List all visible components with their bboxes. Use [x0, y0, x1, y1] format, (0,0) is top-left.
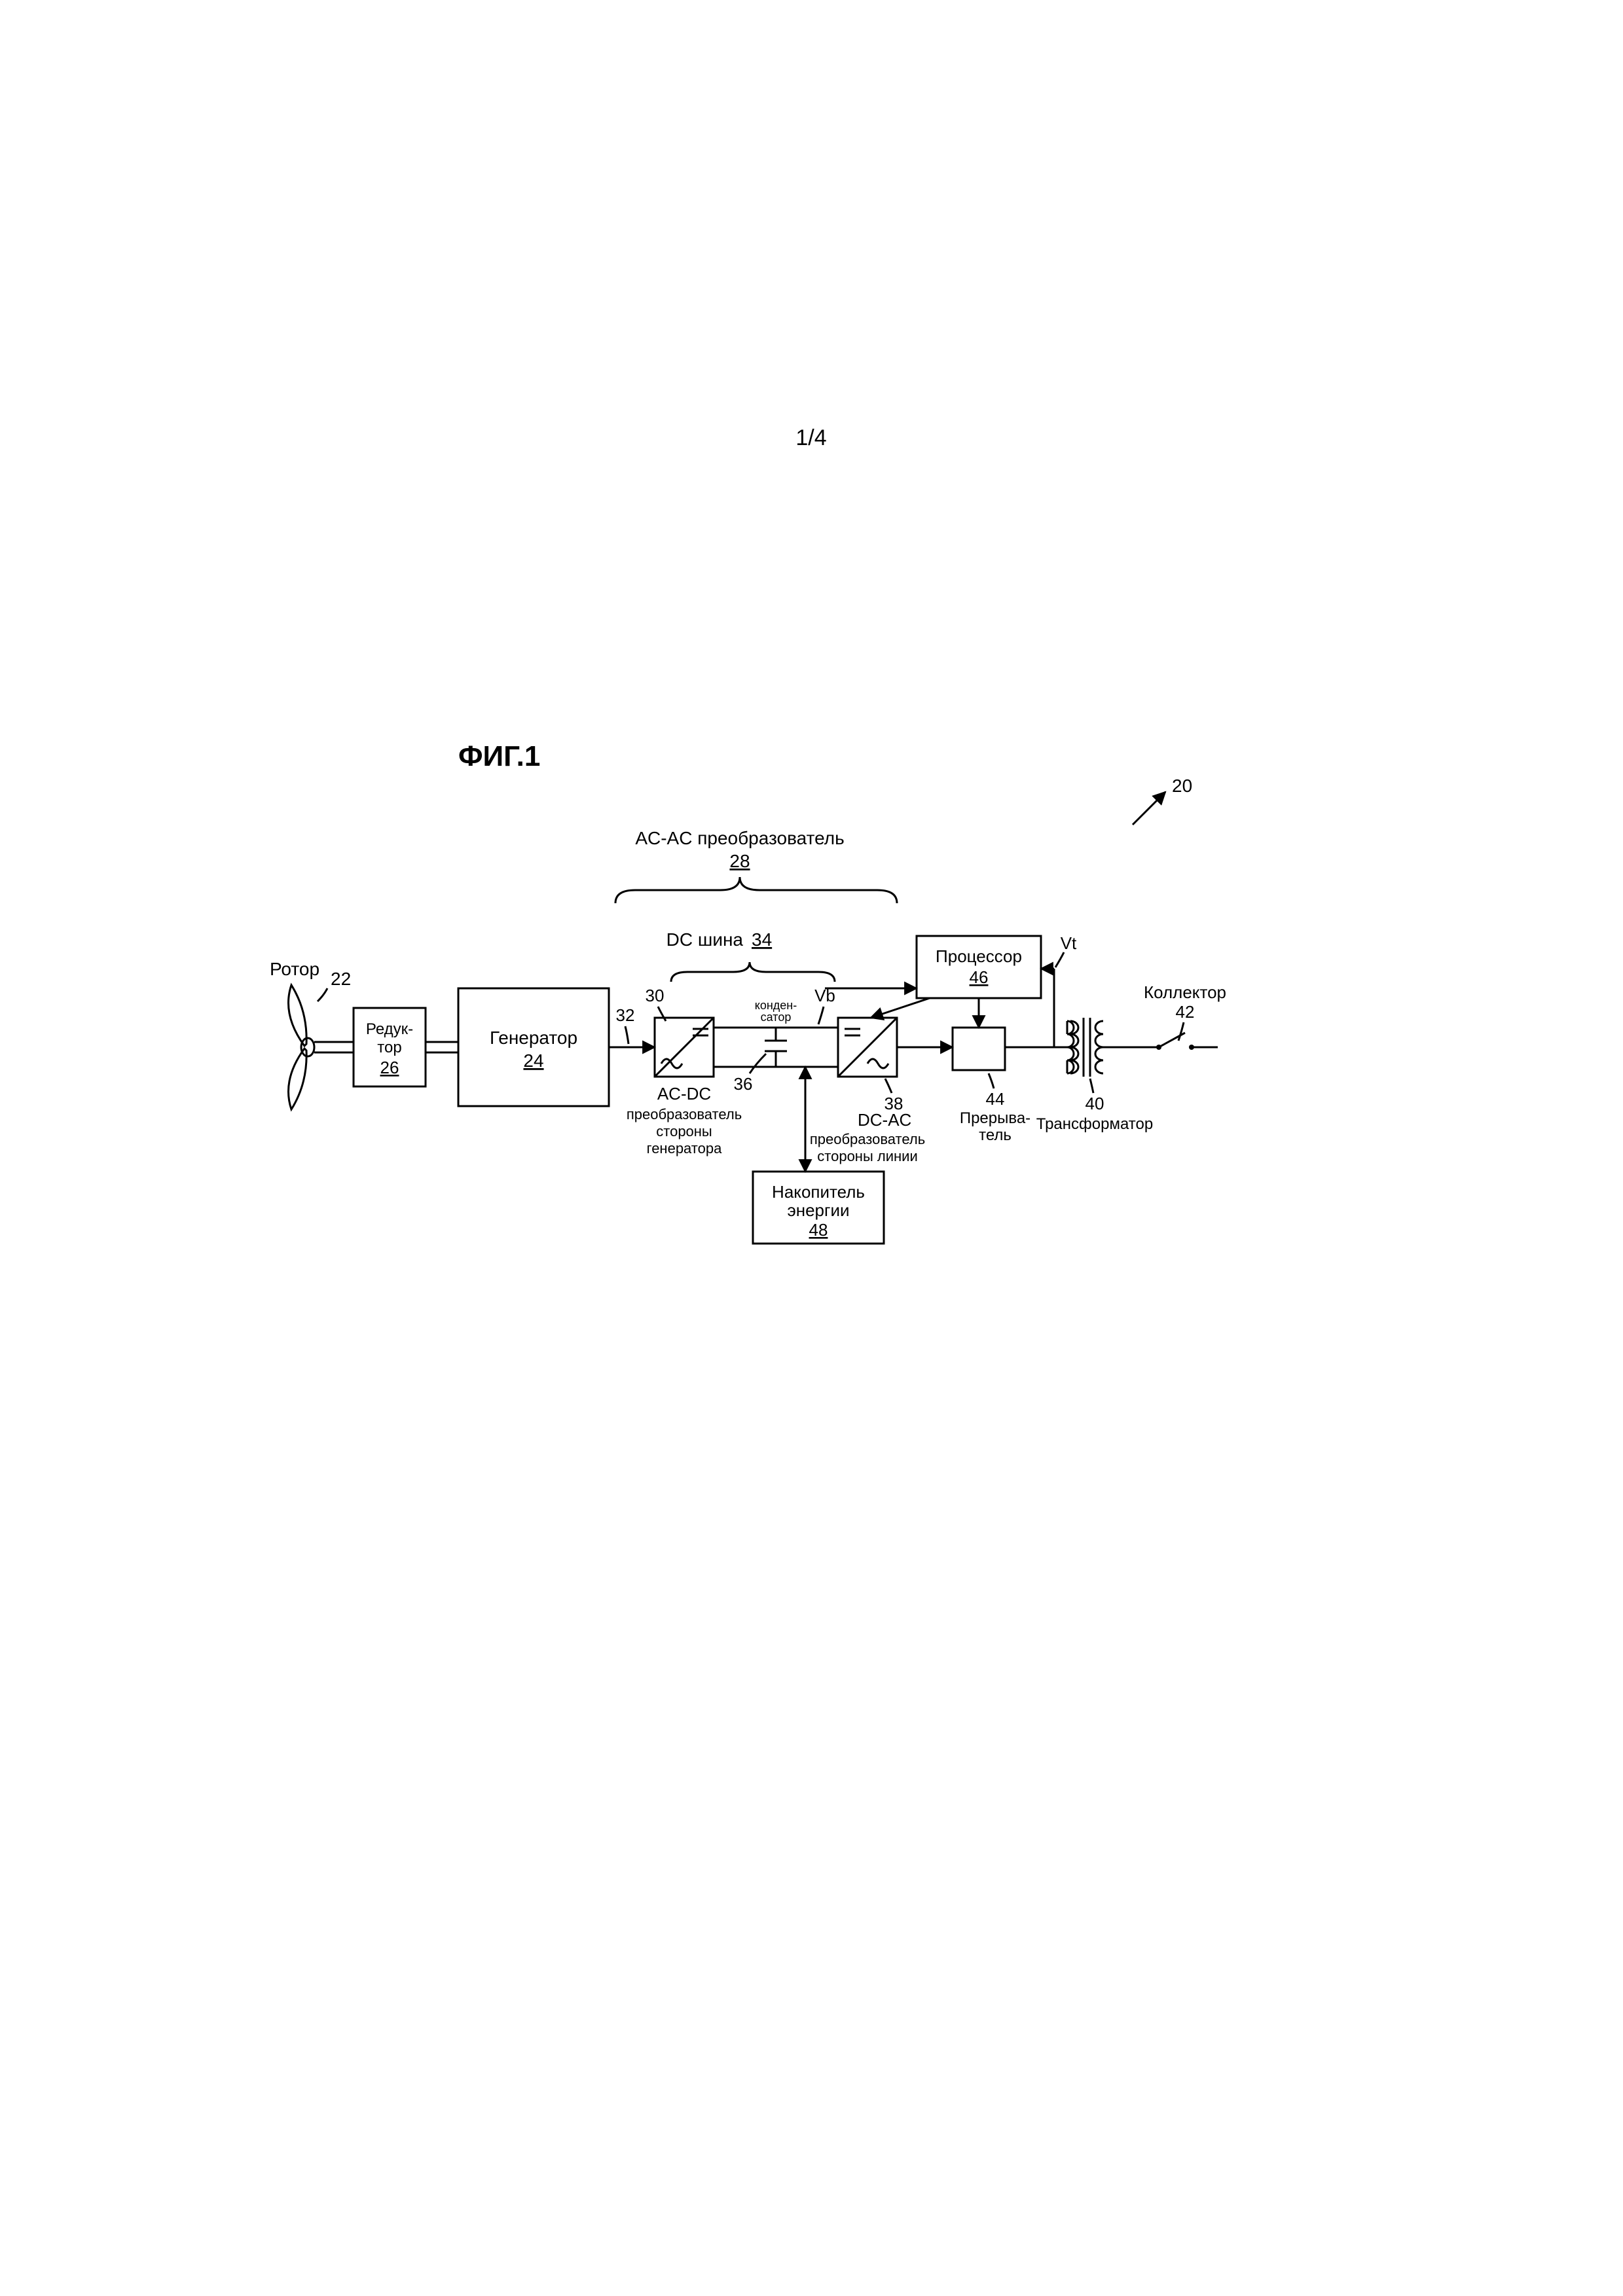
acdc-sub1: AC-DC — [657, 1084, 711, 1103]
cap-label-2: сатор — [761, 1011, 792, 1024]
dcbus-label: DC шина — [666, 929, 744, 950]
gearbox-ref: 26 — [380, 1058, 399, 1077]
rotor: Ротор 22 — [270, 959, 354, 1109]
generator: Генератор 24 — [458, 988, 609, 1106]
breaker-ref: 44 — [986, 1089, 1005, 1109]
transformer-label: Трансформатор — [1036, 1115, 1153, 1133]
system-ref-group: 20 — [1133, 776, 1192, 825]
processor-label: Процессор — [936, 946, 1022, 966]
processor-ref: 46 — [970, 967, 989, 987]
dcac-sub2: преобразователь — [810, 1131, 925, 1147]
breaker-label-1: Прерыва- — [960, 1109, 1030, 1127]
generator-label: Генератор — [490, 1028, 577, 1048]
collector-ref: 42 — [1176, 1002, 1195, 1022]
acac-group: AC-AC преобразователь 28 — [615, 828, 897, 903]
transformer-ref: 40 — [1085, 1094, 1104, 1113]
acdc-sub2: преобразователь — [627, 1106, 742, 1122]
collector: 42 Коллектор — [1113, 982, 1226, 1050]
acdc-converter: 30 AC-DC преобразователь стороны генерат… — [627, 986, 742, 1157]
figure-title: ФИГ.1 — [458, 740, 540, 772]
gearbox-label-2: тор — [377, 1039, 401, 1056]
rotor-ref: 22 — [331, 969, 351, 989]
acac-label: AC-AC преобразователь — [635, 828, 844, 848]
vt-label: Vt — [1061, 933, 1077, 953]
cap-label-1: конден- — [755, 999, 797, 1012]
storage-ref: 48 — [809, 1220, 828, 1240]
generator-ref: 24 — [523, 1050, 543, 1071]
dcbus-group: DC шина 34 — [666, 929, 835, 982]
breaker-label-2: тель — [979, 1126, 1012, 1144]
acdc-sub4: генератора — [647, 1140, 722, 1157]
acdc-front-ref: 32 — [616, 1005, 635, 1025]
page-number: 1/4 — [795, 425, 826, 450]
dcac-sub3: стороны линии — [817, 1148, 917, 1164]
system-ref: 20 — [1172, 776, 1192, 796]
storage-label-2: энергии — [787, 1200, 849, 1220]
vb-group: Vb — [814, 986, 835, 1024]
rotor-label: Ротор — [270, 959, 319, 979]
collector-label: Коллектор — [1144, 982, 1226, 1002]
gearbox-label-1: Редук- — [366, 1020, 413, 1038]
capacitor: конден- сатор 36 — [734, 999, 797, 1094]
acdc-sub3: стороны — [656, 1123, 712, 1139]
cap-ref: 36 — [734, 1074, 753, 1094]
gearbox: Редук- тор 26 — [354, 1008, 458, 1086]
acac-ref: 28 — [729, 851, 750, 871]
storage-label-1: Накопитель — [772, 1182, 865, 1202]
gen-to-acdc: 32 — [609, 1005, 655, 1047]
dcac-converter: 38 DC-AC преобразователь стороны линии — [810, 1018, 925, 1164]
breaker: 44 Прерыва- тель — [953, 1028, 1030, 1144]
dcbus-ref: 34 — [752, 929, 772, 950]
processor: Процессор 46 — [825, 936, 1041, 1028]
dcac-sub1: DC-AC — [858, 1110, 911, 1130]
acdc-ref: 30 — [646, 986, 665, 1005]
vt-group: Vt — [1041, 933, 1077, 1047]
